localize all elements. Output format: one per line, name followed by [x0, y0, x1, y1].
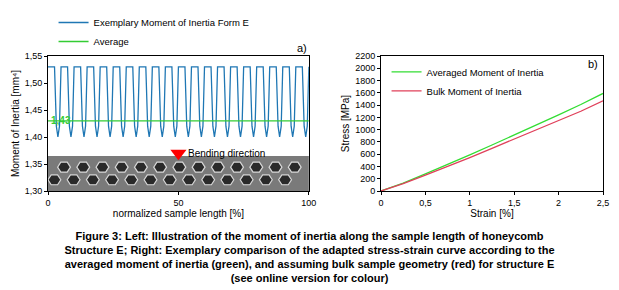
svg-text:0: 0: [378, 198, 383, 208]
svg-text:Average: Average: [94, 36, 129, 47]
svg-text:0: 0: [45, 198, 50, 208]
svg-text:1600: 1600: [355, 88, 375, 98]
svg-text:2000: 2000: [355, 63, 375, 73]
svg-text:400: 400: [360, 162, 375, 172]
svg-text:1,55: 1,55: [25, 51, 43, 61]
svg-text:1: 1: [467, 198, 472, 208]
svg-text:1,43: 1,43: [51, 115, 71, 126]
svg-text:100: 100: [301, 198, 316, 208]
svg-text:Bending direction: Bending direction: [188, 148, 265, 159]
svg-text:600: 600: [360, 149, 375, 159]
svg-text:50: 50: [173, 198, 183, 208]
svg-text:normalized sample length [%]: normalized sample length [%]: [113, 208, 244, 219]
svg-text:1400: 1400: [355, 100, 375, 110]
svg-text:1,45: 1,45: [25, 105, 43, 115]
svg-text:1200: 1200: [355, 113, 375, 123]
html-text:(see online version for colour: (see online version for colour): [230, 272, 389, 284]
svg-text:1,30: 1,30: [25, 186, 43, 196]
svg-text:Moment of Inertia [mm⁴]: Moment of Inertia [mm⁴]: [10, 70, 21, 177]
svg-text:2200: 2200: [355, 51, 375, 61]
svg-text:0: 0: [370, 186, 375, 196]
svg-text:Strain [%]: Strain [%]: [470, 208, 514, 219]
svg-text:a): a): [297, 42, 307, 54]
svg-text:1800: 1800: [355, 76, 375, 86]
html-text:Figure 3: Left: Illustration o: Figure 3: Left: Illustration of the mome…: [75, 230, 544, 242]
svg-text:0,5: 0,5: [419, 198, 432, 208]
html-text:averaged moment of inertia (gr: averaged moment of inertia (green), and …: [64, 258, 555, 270]
svg-text:1,35: 1,35: [25, 159, 43, 169]
html-text:Structure E; Right: Exemplary: Structure E; Right: Exemplary comparison…: [64, 244, 555, 256]
svg-text:2,5: 2,5: [597, 198, 610, 208]
svg-text:1,50: 1,50: [25, 78, 43, 88]
svg-text:800: 800: [360, 137, 375, 147]
svg-text:Bulk Moment of Inertia: Bulk Moment of Inertia: [427, 86, 523, 97]
svg-text:200: 200: [360, 174, 375, 184]
svg-text:b): b): [588, 58, 598, 70]
svg-text:1000: 1000: [355, 125, 375, 135]
svg-text:1,40: 1,40: [25, 132, 43, 142]
svg-text:Exemplary Moment of Inertia Fo: Exemplary Moment of Inertia Form E: [94, 17, 249, 28]
svg-text:Averaged Moment of Inertia: Averaged Moment of Inertia: [427, 67, 545, 78]
svg-text:Stress [MPa]: Stress [MPa]: [340, 95, 351, 152]
svg-text:2: 2: [556, 198, 561, 208]
svg-text:1,5: 1,5: [508, 198, 521, 208]
